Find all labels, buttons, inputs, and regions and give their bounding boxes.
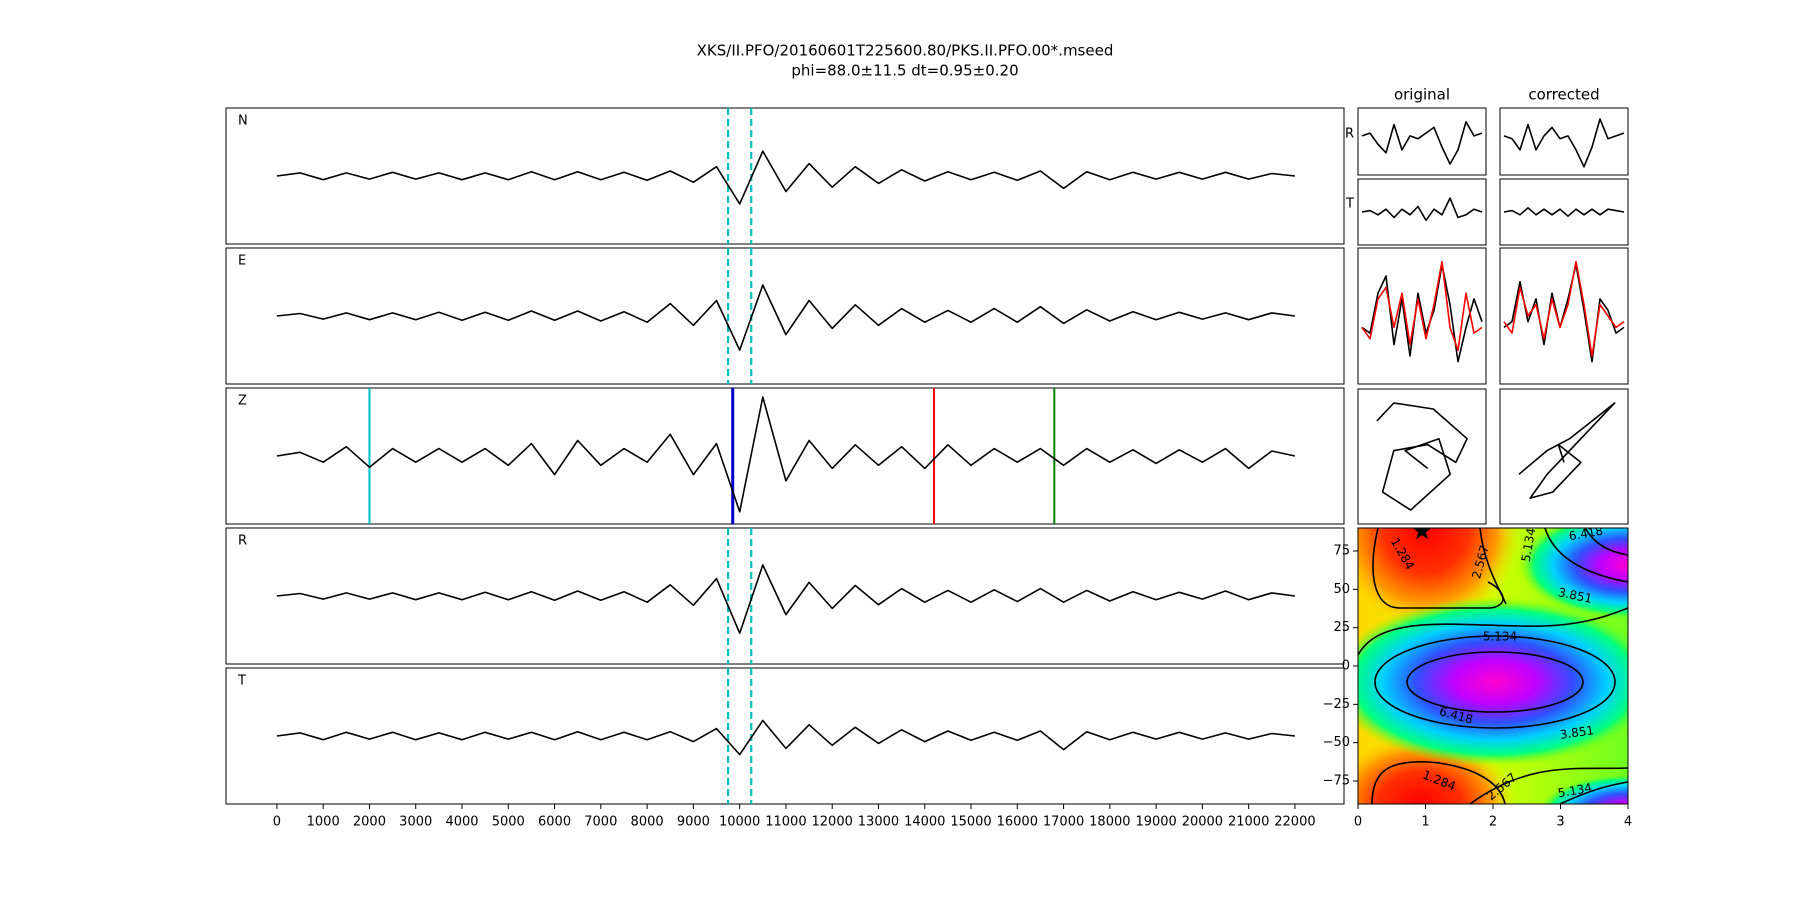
x-tick-label: 6000 bbox=[538, 815, 571, 830]
waveform bbox=[1503, 260, 1625, 357]
x-tick-label: 1 bbox=[1421, 815, 1429, 830]
y-tick-label: −75 bbox=[1323, 774, 1350, 789]
x-tick-label: 3000 bbox=[399, 815, 432, 830]
trace-line bbox=[276, 564, 1296, 634]
trace-line bbox=[276, 719, 1295, 756]
waveform bbox=[1503, 118, 1625, 168]
y-tick-label: −25 bbox=[1323, 697, 1350, 712]
panel-label: E bbox=[238, 254, 246, 269]
panel-frame bbox=[1357, 178, 1487, 246]
trace-line bbox=[276, 150, 1295, 205]
x-tick-label: 5000 bbox=[492, 815, 525, 830]
x-tick-label: 16000 bbox=[997, 815, 1038, 830]
contour-map: 1.284 2.567 5.134 6.4183.8515.1346.4183.851… bbox=[1358, 527, 1628, 804]
chart-title: XKS/II.PFO/20160601T225600.80/PKS.II.PFO… bbox=[697, 42, 1114, 60]
y-tick-label: 50 bbox=[1333, 582, 1350, 597]
x-tick-label: 0 bbox=[1354, 815, 1362, 830]
panel-label: N bbox=[238, 114, 248, 129]
row-label: R bbox=[1345, 127, 1354, 142]
x-tick-label: 7000 bbox=[584, 815, 617, 830]
panel-frame bbox=[225, 527, 1345, 665]
column-title: corrected bbox=[1528, 86, 1599, 104]
panel-label: T bbox=[237, 674, 246, 689]
x-tick-label: 20000 bbox=[1182, 815, 1223, 830]
panel-frame bbox=[225, 667, 1345, 805]
waveform bbox=[1361, 121, 1483, 165]
panel-label: Z bbox=[238, 394, 247, 409]
x-tick-label: 4000 bbox=[445, 815, 478, 830]
contour-label: 5.134 bbox=[1557, 781, 1593, 801]
particle-motion bbox=[1518, 402, 1616, 499]
x-tick-label: 13000 bbox=[858, 815, 899, 830]
x-tick-label: 1000 bbox=[307, 815, 340, 830]
map-blob bbox=[1540, 774, 1628, 804]
x-tick-label: 21000 bbox=[1228, 815, 1269, 830]
panel-frame bbox=[1357, 247, 1487, 385]
map-blob bbox=[1358, 597, 1628, 767]
panel-frame bbox=[1499, 388, 1629, 525]
x-tick-label: 2 bbox=[1489, 815, 1497, 830]
chart-title: phi=88.0±11.5 dt=0.95±0.20 bbox=[791, 62, 1018, 80]
panel-frame bbox=[1499, 178, 1629, 246]
x-tick-label: 4 bbox=[1624, 815, 1632, 830]
x-tick-label: 8000 bbox=[631, 815, 664, 830]
panel-frame bbox=[225, 387, 1345, 525]
y-tick-label: 0 bbox=[1342, 659, 1350, 674]
panel-frame bbox=[1357, 388, 1487, 525]
best-fit-star bbox=[1412, 528, 1432, 540]
panel-label: R bbox=[238, 534, 247, 549]
x-tick-label: 11000 bbox=[765, 815, 806, 830]
x-tick-label: 9000 bbox=[677, 815, 710, 830]
particle-motion bbox=[1376, 402, 1468, 511]
y-tick-label: 25 bbox=[1333, 620, 1350, 635]
contour-labels: 1.284 2.567 5.134 6.4183.8515.1346.4183.851… bbox=[1388, 527, 1604, 803]
panel-frame bbox=[225, 107, 1345, 245]
x-tick-label: 2000 bbox=[353, 815, 386, 830]
waveform bbox=[1361, 260, 1483, 352]
waveform bbox=[1361, 263, 1483, 363]
trace-line bbox=[276, 284, 1296, 351]
x-tick-label: 0 bbox=[273, 815, 281, 830]
x-tick-label: 3 bbox=[1556, 815, 1564, 830]
y-tick-label: −50 bbox=[1323, 735, 1350, 750]
contour-label: 5.134 bbox=[1519, 527, 1539, 563]
panel-frame bbox=[1499, 247, 1629, 385]
waveform bbox=[1361, 197, 1483, 222]
contour-label: 5.134 bbox=[1483, 630, 1517, 644]
x-tick-label: 18000 bbox=[1089, 815, 1130, 830]
contour-lines bbox=[1358, 528, 1628, 804]
map-blob bbox=[1518, 528, 1628, 620]
x-tick-label: 14000 bbox=[904, 815, 945, 830]
contour-label: 3.851 bbox=[1557, 585, 1594, 606]
trace-line bbox=[276, 396, 1296, 513]
x-tick-label: 17000 bbox=[1043, 815, 1084, 830]
column-title: original bbox=[1394, 86, 1450, 104]
x-tick-label: 22000 bbox=[1274, 815, 1315, 830]
y-tick-label: 75 bbox=[1333, 544, 1350, 559]
row-label: T bbox=[1345, 197, 1354, 212]
waveform bbox=[1503, 207, 1625, 217]
panel-frame bbox=[1357, 107, 1487, 176]
x-tick-label: 19000 bbox=[1135, 815, 1176, 830]
x-tick-label: 15000 bbox=[950, 815, 991, 830]
panel-frame bbox=[1499, 107, 1629, 176]
x-tick-label: 12000 bbox=[812, 815, 853, 830]
panel-frame bbox=[225, 247, 1345, 385]
contour-label: 3.851 bbox=[1559, 723, 1595, 742]
x-tick-label: 10000 bbox=[719, 815, 760, 830]
